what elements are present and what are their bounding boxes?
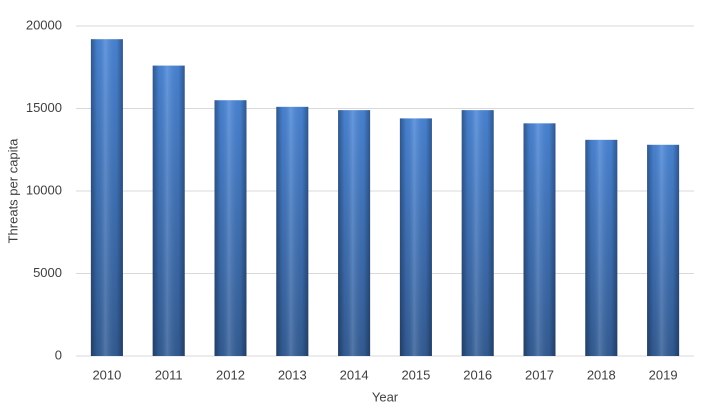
x-tick-label: 2018 <box>587 367 616 382</box>
y-tick-label: 15000 <box>26 100 62 115</box>
y-tick-label: 20000 <box>26 17 62 32</box>
x-tick-label: 2011 <box>155 367 183 382</box>
y-tick-label: 10000 <box>26 182 62 197</box>
bar-shade <box>152 65 185 356</box>
x-tick-label: 2013 <box>278 367 307 382</box>
bar-shade <box>523 123 556 356</box>
bar-shade <box>647 144 680 356</box>
y-tick-label: 5000 <box>33 265 62 280</box>
x-tick-label: 2016 <box>463 367 492 382</box>
x-tick-label: 2010 <box>92 367 121 382</box>
bar-shade <box>338 110 371 357</box>
x-tick-label: 2012 <box>216 367 245 382</box>
bar-shade <box>90 39 123 356</box>
x-axis-label: Year <box>372 389 399 404</box>
bar-shade <box>399 118 432 357</box>
x-tick-label: 2014 <box>340 367 369 382</box>
bar-shade <box>276 106 309 356</box>
bar-shade <box>214 100 247 356</box>
bar-shade <box>461 110 494 357</box>
y-tick-label: 0 <box>55 347 62 362</box>
bar-shade <box>585 139 618 356</box>
y-axis-label: Threats per capita <box>5 138 20 244</box>
x-tick-label: 2019 <box>649 367 678 382</box>
x-tick-label: 2017 <box>525 367 554 382</box>
x-tick-label: 2015 <box>401 367 430 382</box>
